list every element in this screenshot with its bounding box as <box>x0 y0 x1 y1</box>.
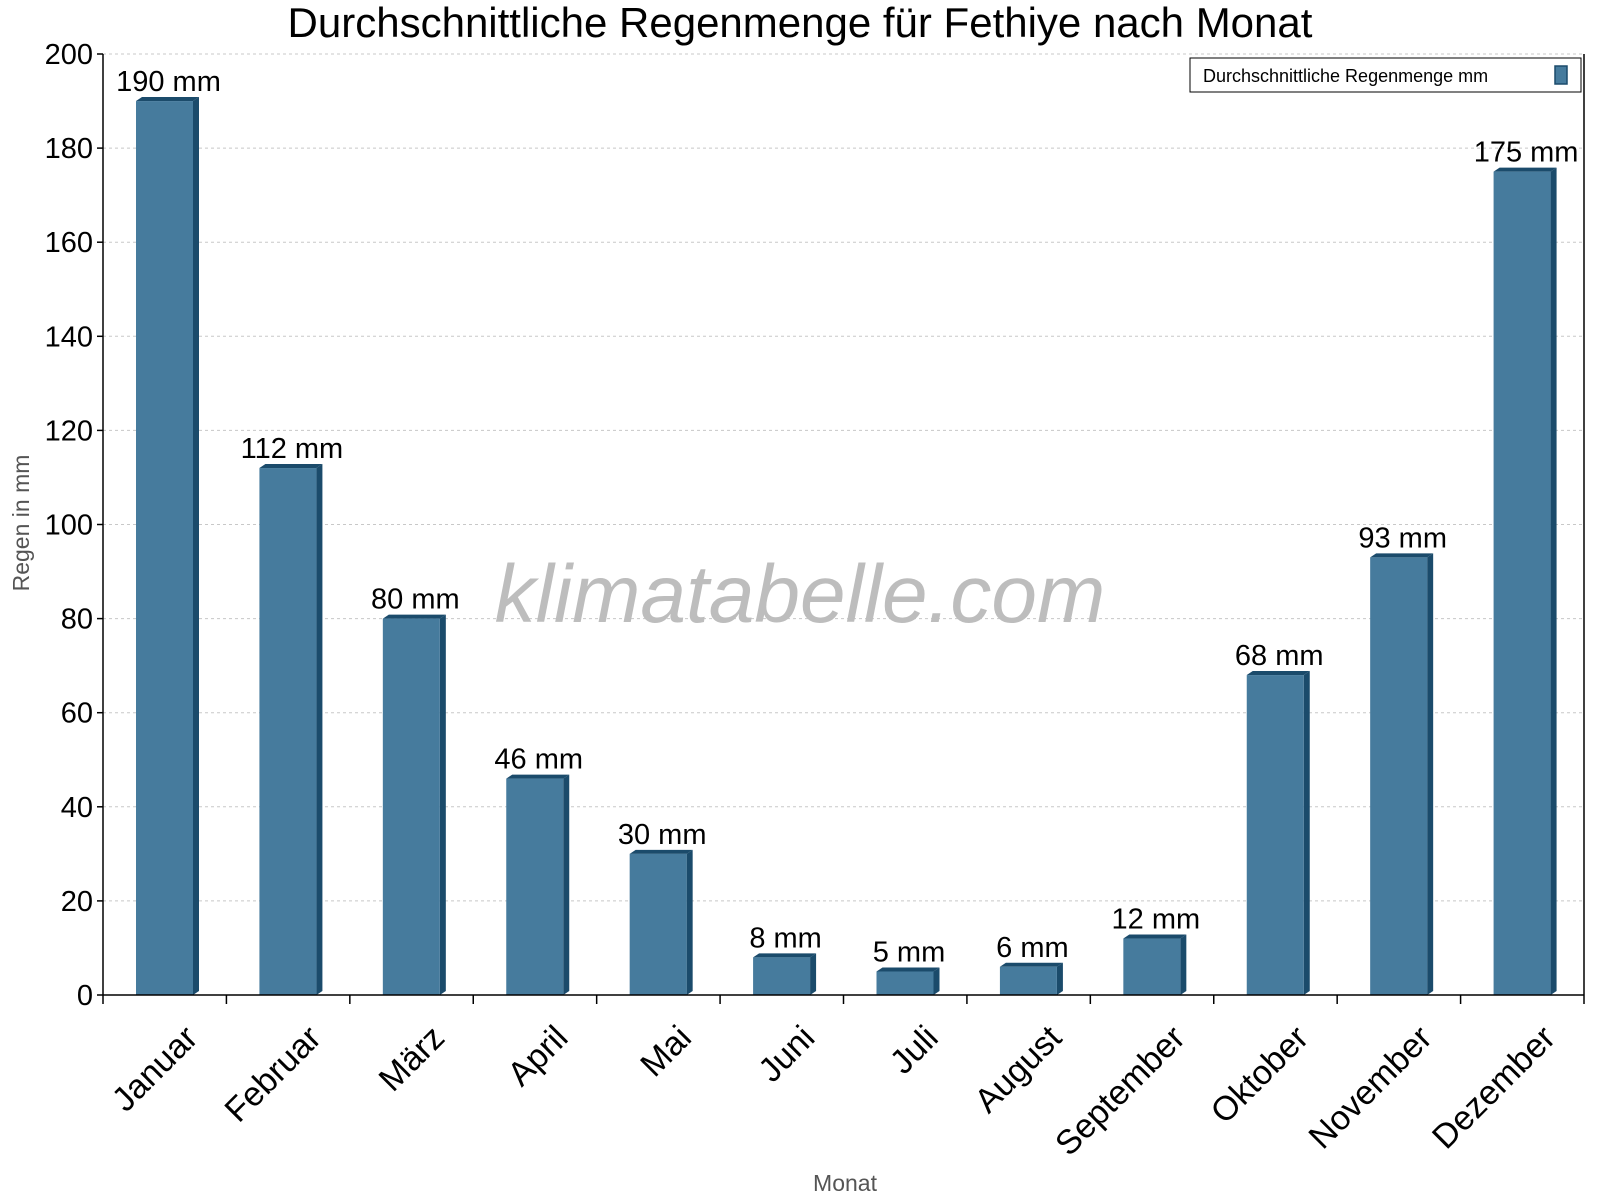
bar-top <box>876 967 940 972</box>
x-tick-label: Dezember <box>1425 1019 1563 1157</box>
data-label: 5 mm <box>873 936 946 968</box>
bar-side <box>1303 671 1310 995</box>
bar-side <box>686 849 693 995</box>
bar-top <box>1370 553 1434 558</box>
x-tick-label: August <box>967 1018 1069 1120</box>
bar <box>1123 938 1181 995</box>
x-tick-label: März <box>372 1019 452 1099</box>
watermark: klimatabelle.com <box>495 549 1106 640</box>
x-tick-label: Juni <box>751 1019 822 1090</box>
bar-top <box>382 614 446 619</box>
bar-top <box>1493 167 1557 172</box>
bar-side <box>933 967 940 995</box>
data-label: 12 mm <box>1112 904 1201 936</box>
data-label: 6 mm <box>996 932 1069 964</box>
data-label: 8 mm <box>749 922 822 954</box>
bar-side <box>1056 962 1063 995</box>
bar-top <box>999 962 1063 967</box>
bar-side <box>1550 167 1557 995</box>
bar-side <box>193 97 199 996</box>
legend-label: Durchschnittliche Regenmenge mm <box>1203 66 1488 86</box>
x-tick-label: Februar <box>218 1019 329 1130</box>
y-axis-label: Regen in mm <box>8 455 34 592</box>
bar-top <box>1123 934 1187 939</box>
y-tick-label: 0 <box>77 980 93 1012</box>
bar <box>629 853 687 995</box>
bar-top <box>506 774 570 779</box>
x-tick-label: Januar <box>105 1019 205 1119</box>
bar <box>1246 675 1304 995</box>
data-label: 175 mm <box>1474 137 1579 169</box>
x-tick-label: April <box>500 1019 575 1094</box>
data-label: 80 mm <box>371 584 460 616</box>
x-tick-label: September <box>1048 1019 1192 1163</box>
bar <box>259 468 317 995</box>
bar-top <box>259 464 323 469</box>
y-tick-label: 200 <box>45 39 93 71</box>
bar <box>1493 171 1551 995</box>
legend-swatch <box>1554 65 1568 85</box>
bar-top <box>1246 671 1310 676</box>
bar-side <box>563 774 570 995</box>
bar <box>876 971 934 995</box>
legend-box <box>1189 57 1582 93</box>
bar <box>136 101 193 996</box>
bar <box>753 957 811 995</box>
x-tick-label: Oktober <box>1204 1019 1316 1131</box>
data-label: 93 mm <box>1358 522 1447 554</box>
x-tick-label: November <box>1302 1019 1440 1157</box>
legend: Durchschnittliche Regenmenge mm <box>1189 57 1582 93</box>
bar-side <box>1180 934 1187 995</box>
data-label: 46 mm <box>494 744 583 776</box>
bar-top <box>629 849 693 854</box>
bar-side <box>439 614 446 995</box>
chart-title: Durchschnittliche Regenmenge für Fethiye… <box>288 0 1313 46</box>
bar <box>506 778 564 995</box>
data-label: 30 mm <box>618 819 707 851</box>
bar-top <box>136 97 199 102</box>
data-label: 190 mm <box>116 66 221 98</box>
bar-top <box>753 953 817 958</box>
bar-side <box>810 953 817 995</box>
data-label: 68 mm <box>1235 640 1324 672</box>
y-tick-label: 60 <box>61 698 93 730</box>
bar <box>382 618 440 995</box>
bar <box>1370 557 1428 995</box>
y-tick-label: 180 <box>45 133 93 165</box>
data-label: 112 mm <box>241 433 344 465</box>
x-tick-label: Mai <box>633 1019 699 1085</box>
x-tick-label: Juli <box>883 1019 946 1082</box>
y-tick-label: 140 <box>45 321 93 353</box>
bar-side <box>1427 553 1434 995</box>
y-tick-label: 20 <box>61 886 93 918</box>
bar-side <box>316 464 323 995</box>
y-tick-label: 120 <box>45 415 93 447</box>
bar <box>999 966 1057 995</box>
y-tick-label: 80 <box>61 604 93 636</box>
y-tick-label: 160 <box>45 227 93 259</box>
y-tick-label: 100 <box>45 510 93 542</box>
y-tick-label: 40 <box>61 792 93 824</box>
x-axis-label: Monat <box>813 1170 878 1196</box>
